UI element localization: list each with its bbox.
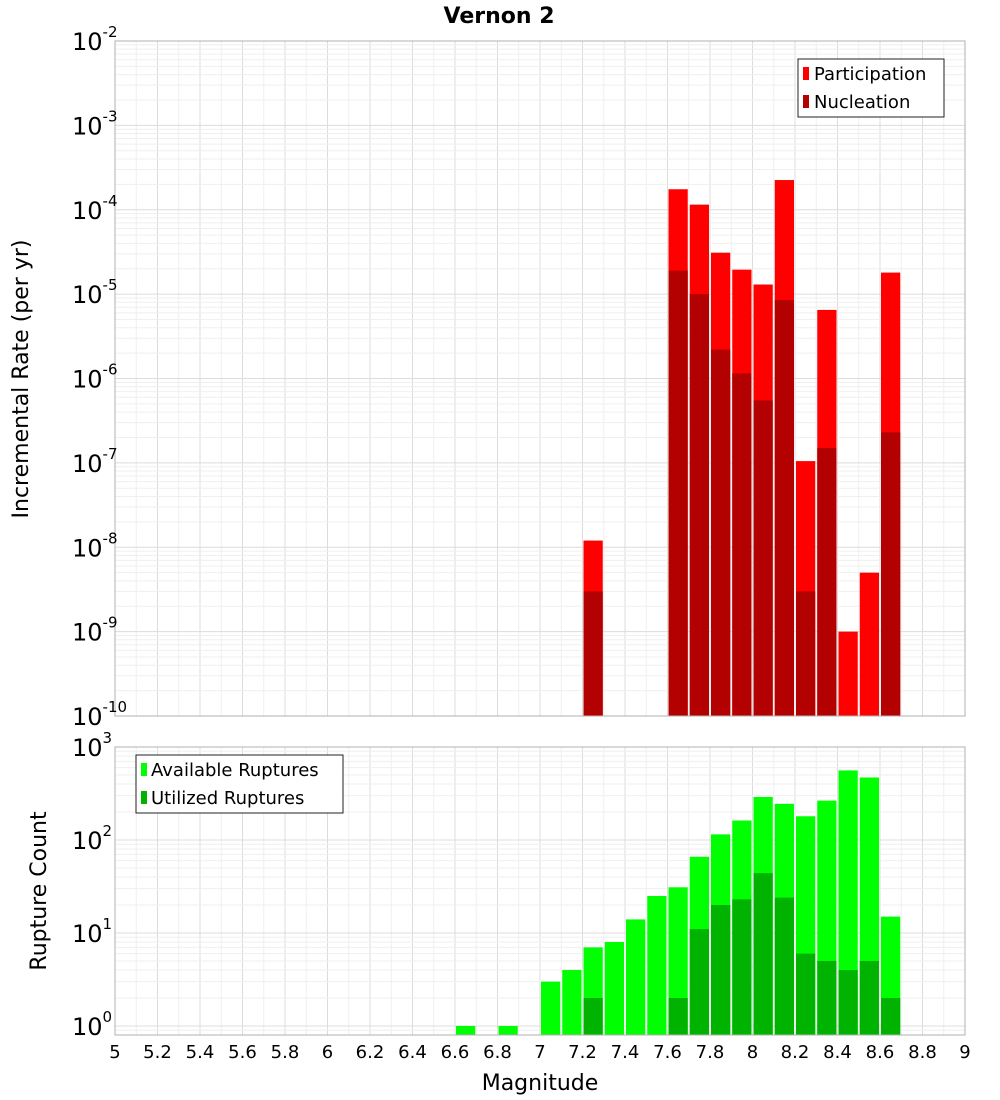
bar-participation (838, 631, 858, 716)
x-tick-label: 6.2 (356, 1042, 385, 1063)
bar-utilized-ruptures (732, 899, 752, 1035)
bar-utilized-ruptures (859, 960, 879, 1035)
x-tick-label: 5.4 (186, 1042, 215, 1063)
legend-swatch-utilized (141, 791, 147, 804)
x-tick-label: 9 (959, 1042, 970, 1063)
x-ticks: 5 5.2 5.4 5.6 5.8 6 6.2 6.4 6.6 6.8 7 7.2 7.4 7.6 7.8 8… (109, 1042, 970, 1063)
count-plot-border (114, 746, 966, 1036)
rate-y-tick-label: 10-10 (72, 698, 127, 731)
rate-legend: Participation Nucleation (797, 58, 945, 118)
bar-utilized-ruptures (838, 969, 858, 1035)
x-tick-label: 5.6 (228, 1042, 257, 1063)
bar-available-ruptures (562, 969, 582, 1035)
legend-label-participation: Participation (814, 64, 926, 85)
rate-legend-box (797, 58, 945, 118)
bar-utilized-ruptures (881, 997, 901, 1035)
bar-available-ruptures (626, 919, 646, 1035)
bar-nucleation (689, 294, 709, 716)
bar-utilized-ruptures (583, 997, 603, 1035)
rate-plot-border (114, 40, 966, 717)
x-tick-label: 7 (534, 1042, 545, 1063)
x-tick-label: 8.4 (823, 1042, 852, 1063)
x-tick-label: 7.6 (653, 1042, 682, 1063)
count-legend: Available Ruptures Utilized Ruptures (135, 754, 344, 814)
rate-bars (583, 180, 901, 717)
bar-available-ruptures (647, 895, 667, 1035)
rate-y-tick-label: 10-5 (72, 276, 118, 309)
x-tick-label: 6.4 (398, 1042, 427, 1063)
legend-label-utilized: Utilized Ruptures (151, 788, 304, 809)
x-tick-label: 6.6 (441, 1042, 470, 1063)
x-tick-label: 8.2 (781, 1042, 810, 1063)
x-tick-label: 5 (109, 1042, 120, 1063)
bar-nucleation (817, 448, 837, 716)
x-tick-label: 7.2 (568, 1042, 597, 1063)
bar-utilized-ruptures (817, 960, 837, 1035)
bar-nucleation (668, 270, 688, 716)
bar-nucleation (711, 349, 731, 716)
count-y-axis-label: Rupture Count (27, 811, 52, 971)
x-tick-label: 5.8 (271, 1042, 300, 1063)
x-tick-label: 5.2 (143, 1042, 172, 1063)
bar-available-ruptures (498, 1025, 518, 1035)
legend-label-available: Available Ruptures (151, 760, 319, 781)
legend-swatch-nucleation (803, 95, 809, 108)
bar-available-ruptures (604, 942, 624, 1035)
bar-available-ruptures (541, 981, 561, 1035)
count-legend-box (135, 754, 344, 814)
rate-y-axis-label: Incremental Rate (per yr) (9, 240, 34, 519)
bar-available-ruptures (838, 770, 858, 1035)
bar-utilized-ruptures (753, 873, 773, 1035)
bar-nucleation (774, 300, 794, 716)
x-tick-label: 8.8 (908, 1042, 937, 1063)
x-axis-label: Magnitude (482, 1071, 599, 1096)
legend-swatch-available (141, 763, 147, 776)
bar-utilized-ruptures (796, 953, 816, 1035)
bar-nucleation (732, 373, 752, 716)
rate-grid (114, 40, 966, 717)
bar-nucleation (881, 432, 901, 716)
legend-swatch-participation (803, 67, 809, 80)
bar-utilized-ruptures (689, 929, 709, 1035)
chart-title: Vernon 2 (444, 4, 555, 29)
x-tick-label: 7.8 (696, 1042, 725, 1063)
x-tick-label: 8 (747, 1042, 758, 1063)
bar-participation (859, 572, 879, 716)
count-bars (456, 770, 901, 1035)
bar-nucleation (796, 591, 816, 716)
x-tick-label: 6 (322, 1042, 333, 1063)
x-tick-label: 7.4 (611, 1042, 640, 1063)
bar-utilized-ruptures (668, 997, 688, 1035)
bar-utilized-ruptures (711, 904, 731, 1035)
count-y-tick-label: 102 (72, 822, 112, 855)
x-tick-label: 8.6 (866, 1042, 895, 1063)
x-tick-label: 6.8 (483, 1042, 512, 1063)
rate-y-tick-label: 10-7 (72, 445, 118, 478)
bar-available-ruptures (456, 1025, 476, 1035)
bar-nucleation (583, 591, 603, 716)
bar-utilized-ruptures (774, 897, 794, 1035)
bar-nucleation (753, 400, 773, 716)
legend-label-nucleation: Nucleation (814, 92, 910, 113)
